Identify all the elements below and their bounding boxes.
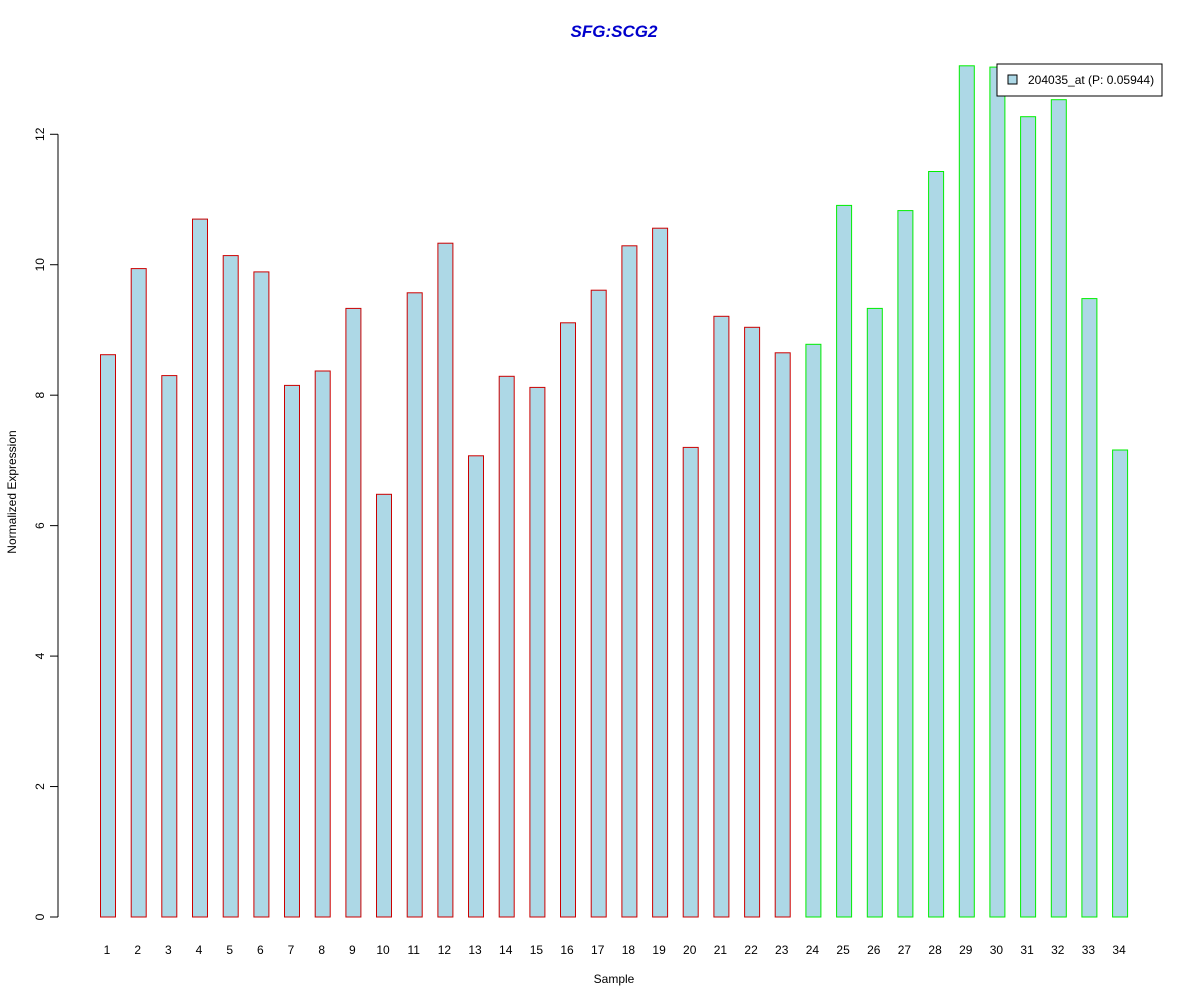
- x-tick-label: 18: [622, 943, 636, 957]
- x-tick-label: 28: [928, 943, 942, 957]
- x-tick-label: 15: [530, 943, 544, 957]
- bar: [253, 271, 270, 918]
- bar: [621, 245, 638, 918]
- x-tick-label: 19: [652, 943, 666, 957]
- y-tick-label: 4: [33, 652, 47, 659]
- x-tick-label: 25: [836, 943, 850, 957]
- legend-label: 204035_at (P: 0.05944): [1028, 73, 1154, 87]
- x-tick-label: 5: [226, 943, 233, 957]
- bar: [989, 66, 1006, 918]
- bar: [866, 307, 883, 918]
- chart-title: SFG:SCG2: [571, 22, 658, 41]
- y-tick-label: 8: [33, 392, 47, 399]
- bar: [805, 343, 822, 918]
- x-tick-label: 27: [898, 943, 912, 957]
- x-tick-label: 31: [1020, 943, 1034, 957]
- x-tick-label: 8: [318, 943, 325, 957]
- x-tick-label: 34: [1112, 943, 1126, 957]
- bar: [1020, 116, 1037, 918]
- y-tick-label: 2: [33, 783, 47, 790]
- bar: [682, 446, 699, 918]
- bar: [1112, 449, 1129, 918]
- bar: [284, 384, 300, 918]
- bar: [192, 218, 208, 918]
- bar: [897, 210, 914, 918]
- bar: [958, 65, 975, 918]
- bar: [468, 455, 484, 918]
- bars-group: [100, 65, 1129, 918]
- y-axis-title: Normalized Expression: [5, 430, 19, 553]
- x-tick-label: 33: [1082, 943, 1096, 957]
- x-tick-label: 24: [806, 943, 820, 957]
- bar: [590, 289, 607, 918]
- x-tick-label: 6: [257, 943, 264, 957]
- x-tick-label: 14: [499, 943, 513, 957]
- bar: [100, 354, 116, 918]
- y-tick-label: 6: [33, 522, 47, 529]
- x-tick-label: 23: [775, 943, 789, 957]
- legend: 204035_at (P: 0.05944): [996, 63, 1163, 97]
- bar: [498, 375, 515, 918]
- x-tick-label: 7: [288, 943, 295, 957]
- x-tick-label: 16: [560, 943, 574, 957]
- x-tick-label: 1: [104, 943, 111, 957]
- x-tick-label: 12: [438, 943, 452, 957]
- bar: [529, 386, 546, 918]
- x-tick-label: 11: [407, 943, 420, 957]
- y-axis: 0 2 4 6 8 10 12: [33, 127, 59, 920]
- bar: [406, 292, 423, 918]
- bar: [744, 326, 761, 918]
- bar: [314, 370, 331, 918]
- x-tick-label: 10: [376, 943, 390, 957]
- x-tick-label: 20: [683, 943, 697, 957]
- y-tick-label: 0: [33, 913, 47, 920]
- bar: [1081, 298, 1098, 918]
- y-tick-label: 10: [33, 258, 47, 272]
- x-tick-label: 2: [134, 943, 141, 957]
- x-tick-label: 26: [867, 943, 881, 957]
- y-tick-label: 12: [33, 127, 47, 141]
- x-tick-label: 4: [196, 943, 203, 957]
- bar: [713, 315, 730, 918]
- x-tick-label: 22: [744, 943, 758, 957]
- x-tick-label: 32: [1051, 943, 1065, 957]
- x-tick-label: 3: [165, 943, 172, 957]
- x-axis-title: Sample: [594, 972, 635, 986]
- x-tick-label: 29: [959, 943, 973, 957]
- bar: [560, 322, 576, 918]
- x-tick-label: 9: [349, 943, 356, 957]
- bar: [345, 307, 362, 918]
- bar: [1050, 99, 1067, 918]
- bar: [774, 352, 791, 918]
- bar: [161, 375, 178, 918]
- x-tick-label: 30: [990, 943, 1004, 957]
- x-tick-label: 21: [714, 943, 728, 957]
- legend-swatch: [1007, 74, 1018, 85]
- bar: [836, 204, 853, 918]
- bar: [222, 255, 239, 918]
- bar: [376, 493, 392, 918]
- x-tick-label: 13: [468, 943, 482, 957]
- legend-box: [996, 63, 1163, 97]
- bar: [652, 227, 669, 918]
- bar: [130, 268, 147, 918]
- bar: [437, 242, 454, 918]
- x-tick-labels: 1 2 3 4 5 6 7 8 9 10 11 12 13 14 15 16 17 18 19 20 21 22 23 24 2…: [104, 943, 1126, 957]
- bar: [928, 171, 945, 918]
- x-tick-label: 17: [591, 943, 605, 957]
